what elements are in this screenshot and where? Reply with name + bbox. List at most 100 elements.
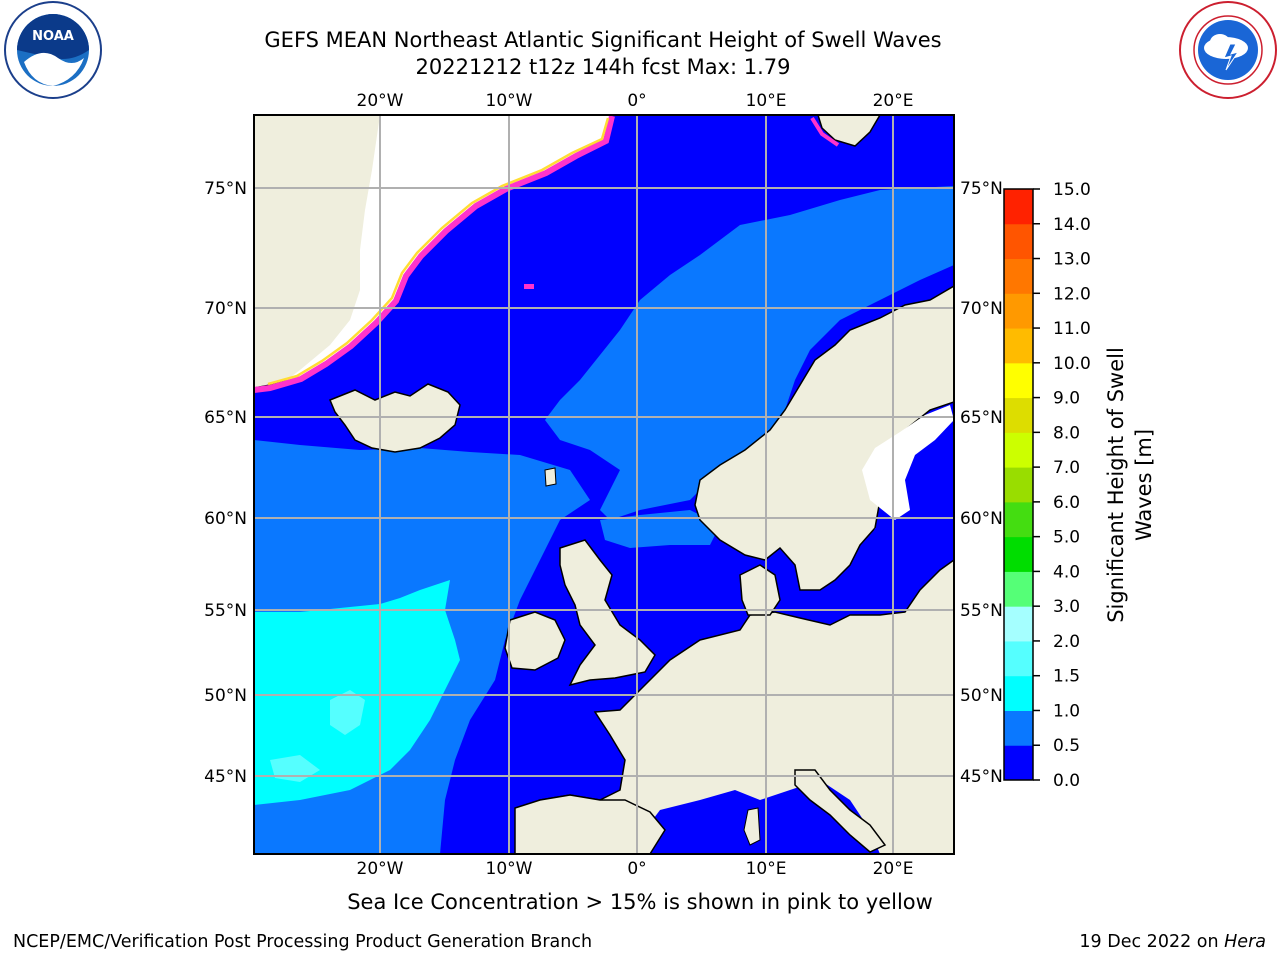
- jan-mayen-ice: [524, 284, 534, 289]
- colorbar-swatch: [1004, 501, 1033, 538]
- footer-date-text: 19 Dec 2022 on: [1079, 932, 1225, 952]
- sea-ice-note: Sea Ice Concentration > 15% is shown in …: [347, 890, 933, 914]
- lat-label-left: 75°N: [204, 179, 247, 199]
- colorbar-tick-label: 4.0: [1053, 562, 1080, 582]
- colorbar-tick-label: 11.0: [1053, 319, 1091, 339]
- lon-label-top: 20°W: [357, 91, 404, 111]
- colorbar-tick-label: 13.0: [1053, 250, 1091, 270]
- lat-labels-left: 75°N 70°N 65°N 60°N 55°N 50°N 45°N: [204, 179, 247, 787]
- colorbar-ticks: 15.0 14.0 13.0 12.0 11.0 10.0 9.0 8.0 7.0 6.0 5.0 4…: [1033, 180, 1091, 791]
- lat-label-right: 45°N: [960, 767, 1003, 787]
- colorbar-tick-label: 1.0: [1053, 701, 1080, 721]
- lat-label-left: 45°N: [204, 767, 247, 787]
- baltic-sea: [820, 528, 935, 618]
- swell-band-1.0-1.5: [254, 580, 460, 805]
- colorbar-swatch: [1004, 189, 1033, 225]
- sea-ice-fringe-yellow: [267, 117, 610, 386]
- colorbar-tick-label: 2.0: [1053, 632, 1080, 652]
- land-faroe: [544, 467, 557, 487]
- colorbar-swatch: [1004, 640, 1033, 677]
- colorbar-tick-label: 12.0: [1053, 284, 1091, 304]
- ice-covered-zone: [280, 115, 610, 385]
- lat-label-left: 50°N: [204, 686, 247, 706]
- map-gridlines: [254, 115, 954, 854]
- colorbar-tick-label: 5.0: [1053, 528, 1080, 548]
- lat-label-right: 60°N: [960, 509, 1003, 529]
- lat-label-right: 50°N: [960, 686, 1003, 706]
- colorbar-swatch: [1004, 536, 1033, 572]
- gulf-of-bothnia: [862, 405, 954, 520]
- colorbar-swatch: [1004, 710, 1033, 746]
- colorbar-tick-label: 9.0: [1053, 389, 1080, 409]
- colorbar: [1004, 189, 1033, 781]
- sea-ice-fringe: [254, 115, 615, 393]
- colorbar-tick-label: 10.0: [1053, 354, 1091, 374]
- land-great-britain: [559, 539, 656, 687]
- colorbar-swatch: [1004, 606, 1033, 642]
- lat-label-left: 60°N: [204, 509, 247, 529]
- lat-label-left: 65°N: [204, 408, 247, 428]
- land-svalbard: [817, 115, 881, 147]
- lon-label-top: 0°: [627, 91, 646, 111]
- lon-label-bottom: 10°E: [746, 859, 787, 879]
- colorbar-tick-label: 0.0: [1053, 771, 1080, 791]
- lon-label-top: 20°E: [873, 91, 914, 111]
- colorbar-swatch: [1004, 745, 1033, 781]
- footer-date: 19 Dec 2022 on Hera: [1079, 932, 1266, 952]
- colorbar-tick-label: 14.0: [1053, 215, 1091, 235]
- lat-label-left: 70°N: [204, 299, 247, 319]
- land-sardinia: [743, 807, 761, 846]
- colorbar-swatch: [1004, 571, 1033, 607]
- map-plot-area: [254, 115, 954, 854]
- land-italy: [794, 769, 887, 853]
- nws-logo-icon: [1179, 1, 1277, 99]
- lon-label-bottom: 0°: [627, 859, 646, 879]
- colorbar-swatch: [1004, 432, 1033, 468]
- colorbar-tick-label: 0.5: [1053, 736, 1080, 756]
- colorbar-tick-label: 8.0: [1053, 423, 1080, 443]
- map-frame: [253, 114, 955, 855]
- colorbar-label-line1: Significant Height of Swell: [1104, 347, 1128, 623]
- footer-host: Hera: [1224, 932, 1266, 952]
- colorbar-label: Significant Height of Swell Waves [m]: [1104, 347, 1156, 623]
- lon-labels-bottom: 20°W 10°W 0° 10°E 20°E: [357, 859, 914, 879]
- colorbar-swatch: [1004, 467, 1033, 503]
- noaa-logo-icon: NOAA: [4, 1, 102, 99]
- lat-label-right: 55°N: [960, 601, 1003, 621]
- land-denmark: [739, 564, 781, 616]
- swell-band-0.5-1.0-mid: [600, 510, 720, 548]
- lat-label-right: 70°N: [960, 299, 1003, 319]
- swell-band-0.5-1.0-north: [545, 186, 954, 520]
- colorbar-tick-label: 1.5: [1053, 667, 1080, 687]
- lat-labels-right: 75°N 70°N 65°N 60°N 55°N 50°N 45°N: [960, 179, 1003, 787]
- chart-subtitle: 20221212 t12z 144h fcst Max: 1.79: [415, 55, 791, 79]
- lon-label-top: 10°E: [746, 91, 787, 111]
- land-ireland: [504, 611, 566, 671]
- colorbar-swatch: [1004, 328, 1033, 364]
- footer-credit: NCEP/EMC/Verification Post Processing Pr…: [13, 932, 593, 952]
- lon-label-bottom: 10°W: [486, 859, 533, 879]
- colorbar-tick-label: 15.0: [1053, 180, 1091, 200]
- colorbar-swatch: [1004, 258, 1033, 294]
- colorbar-tick-label: 7.0: [1053, 458, 1080, 478]
- swell-band-1.5-2.0: [270, 690, 365, 782]
- colorbar-swatch: [1004, 223, 1033, 260]
- colorbar-label-line2: Waves [m]: [1132, 429, 1156, 541]
- colorbar-swatch: [1004, 397, 1033, 433]
- colorbar-tick-label: 6.0: [1053, 493, 1080, 513]
- lat-label-right: 65°N: [960, 408, 1003, 428]
- lon-label-bottom: 20°E: [873, 859, 914, 879]
- colorbar-swatch: [1004, 362, 1033, 399]
- chart-title: GEFS MEAN Northeast Atlantic Significant…: [264, 28, 942, 52]
- lat-label-left: 55°N: [204, 601, 247, 621]
- lon-labels-top: 20°W 10°W 0° 10°E 20°E: [357, 91, 914, 111]
- colorbar-swatch: [1004, 293, 1033, 329]
- lon-label-top: 10°W: [486, 91, 533, 111]
- lon-label-bottom: 20°W: [357, 859, 404, 879]
- colorbar-swatch: [1004, 675, 1033, 711]
- svalbard-ice: [810, 116, 840, 147]
- lat-label-right: 75°N: [960, 179, 1003, 199]
- colorbar-frame: [1003, 188, 1034, 781]
- noaa-logo-text: NOAA: [32, 29, 74, 44]
